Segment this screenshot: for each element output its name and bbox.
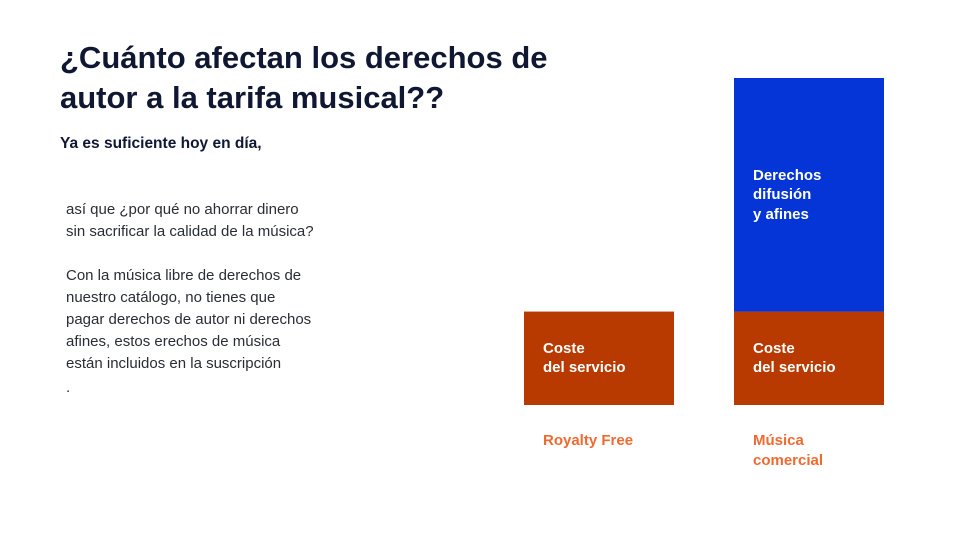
body-paragraph-2: Con la música libre de derechos de nuest… xyxy=(66,267,312,372)
category-label-0: Royalty Free xyxy=(543,432,634,449)
category-label-1: Música comercial xyxy=(753,432,824,469)
slide-title: ¿Cuánto afectan los derechos de autor a … xyxy=(60,40,548,115)
slide-subtitle: Ya es suficiente hoy en día, xyxy=(60,135,262,152)
body-trailing-dot: . xyxy=(66,379,71,396)
body-paragraph-1: así que ¿por qué no ahorrar dinero sin s… xyxy=(66,201,314,240)
bar-segment-1-0 xyxy=(734,311,884,405)
body-text: así que ¿por qué no ahorrar dinero sin s… xyxy=(66,199,316,399)
bar-segment-label-1-0: Coste del servicio xyxy=(753,339,836,377)
bar-segment-label-1-1: Derechos difusión y afines xyxy=(753,166,822,223)
bar-segment-label-0-0: Coste del servicio xyxy=(543,339,626,377)
bar-segment-0-0 xyxy=(524,311,674,405)
bar-segment-1-1 xyxy=(734,78,884,312)
